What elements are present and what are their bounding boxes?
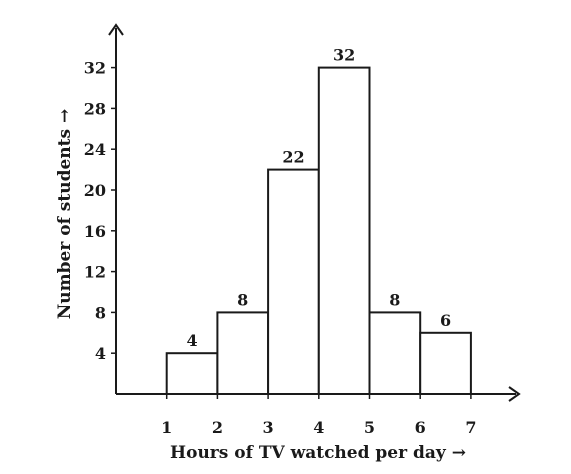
y-tick-label: 12	[84, 263, 106, 282]
histogram-bar	[368, 311, 422, 395]
histogram-bar	[419, 331, 472, 395]
x-tick-label: 1	[161, 418, 172, 437]
y-tick-label: 16	[84, 222, 106, 241]
x-tick-label: 4	[313, 418, 324, 437]
bar-value-label: 8	[389, 290, 400, 309]
y-tick-label: 20	[84, 181, 106, 200]
histogram-bar	[267, 168, 320, 395]
x-axis-arrowhead	[508, 386, 521, 402]
histogram-bar	[165, 352, 219, 396]
y-tick-label: 8	[95, 303, 106, 322]
x-tick-label: 7	[465, 418, 476, 437]
bars-group	[165, 66, 472, 396]
y-axis-title: Number of students →	[55, 109, 75, 319]
y-axis-arrowhead	[108, 23, 124, 36]
axes-group	[108, 23, 521, 402]
y-tick-label: 24	[84, 140, 106, 159]
y-ticks-group: 4 8 12 16 20 24 28 32	[84, 59, 117, 363]
x-tick-label: 5	[364, 418, 375, 437]
x-axis-title: Hours of TV watched per day →	[170, 443, 466, 463]
x-tick-label: 6	[415, 418, 426, 437]
bar-value-label: 8	[237, 290, 248, 309]
data-labels-group: 4 8 22 32 8 6	[186, 46, 451, 351]
y-tick-label: 28	[84, 99, 106, 118]
bar-value-label: 22	[282, 148, 304, 167]
bar-value-label: 4	[186, 331, 197, 350]
y-tick-label: 4	[95, 344, 106, 363]
x-tick-label: 2	[212, 418, 223, 437]
bar-value-label: 6	[440, 311, 451, 330]
x-tick-label: 3	[263, 418, 274, 437]
histogram-bar	[317, 66, 371, 395]
x-ticks-group: 1 2 3 4 5 6 7	[161, 393, 476, 437]
y-tick-label: 32	[84, 59, 106, 78]
bar-value-label: 32	[333, 46, 355, 65]
histogram-bar	[216, 311, 270, 395]
